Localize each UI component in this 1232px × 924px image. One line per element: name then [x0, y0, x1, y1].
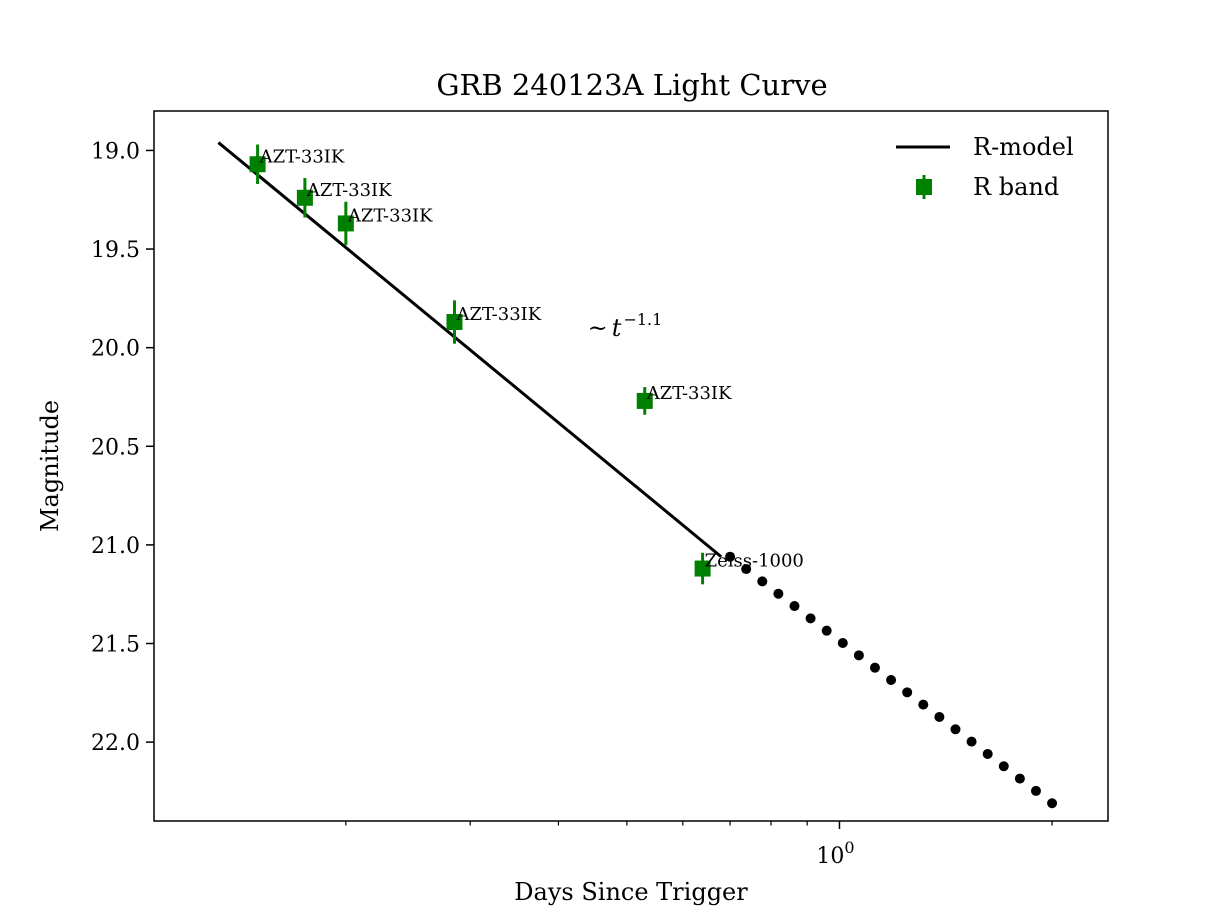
y-axis: 19.0 19.5 20.0 20.5 21.0 21.5 22.0 — [91, 139, 154, 756]
data-point — [636, 392, 653, 409]
model-line-layer — [217, 141, 723, 558]
y-tick-label: 21.0 — [91, 534, 140, 559]
legend: R-model R band — [896, 133, 1074, 201]
extrapolation-dot — [902, 687, 913, 698]
slope-annotation: ~ t −1.1 — [588, 310, 663, 342]
data-point — [249, 156, 266, 173]
data-point — [446, 314, 463, 331]
data-point — [694, 560, 711, 577]
extrapolation-dot — [773, 588, 784, 599]
extrapolation-dot — [1047, 798, 1058, 809]
x-tick-label: 100 — [816, 838, 854, 869]
data-point — [337, 215, 354, 232]
y-tick-label: 20.5 — [91, 435, 140, 460]
extrapolation-dot — [1014, 773, 1025, 784]
point-label: AZT-33IK — [455, 304, 541, 325]
plot-area: AZT-33IK AZT-33IK AZT-33IK AZT-33IK AZT-33IK… — [217, 141, 1058, 809]
extrapolation-dot — [950, 724, 961, 735]
point-label: AZT-33IK — [347, 205, 433, 226]
y-tick-label: 21.5 — [91, 633, 140, 658]
extrapolation-dot — [966, 736, 977, 747]
extrapolation-dot — [918, 699, 929, 710]
extrapolation-dot — [725, 551, 736, 562]
point-label: AZT-33IK — [306, 180, 392, 201]
extrapolation-dot — [821, 625, 832, 636]
extrapolation-dot — [741, 564, 752, 575]
chart-title: GRB 240123A Light Curve — [436, 68, 827, 102]
extrapolation-dot — [982, 748, 993, 759]
extrapolation-dot — [1030, 785, 1041, 796]
x-axis-label: Days Since Trigger — [514, 878, 748, 906]
extrapolation-dot — [805, 613, 816, 624]
legend-label: R-model — [973, 133, 1074, 161]
data-point — [296, 189, 313, 206]
x-axis: 100 — [345, 821, 1053, 869]
point-label: Zeiss-1000 — [705, 551, 804, 572]
data-points-layer — [249, 144, 711, 585]
legend-label: R band — [973, 173, 1059, 201]
plot-frame — [153, 110, 1109, 822]
model-line — [217, 141, 723, 558]
y-tick-label: 20.0 — [91, 337, 140, 362]
y-tick-label: 22.0 — [91, 731, 140, 756]
legend-marker-swatch — [916, 179, 932, 195]
extrapolation-dot — [998, 761, 1009, 772]
extrapolation-dot — [757, 576, 768, 587]
point-labels-layer: AZT-33IK AZT-33IK AZT-33IK AZT-33IK AZT-33IK… — [259, 146, 804, 571]
y-tick-label: 19.0 — [91, 139, 140, 164]
y-tick-label: 19.5 — [91, 238, 140, 263]
extrapolation-dot — [789, 601, 800, 612]
point-label: AZT-33IK — [646, 383, 732, 404]
y-axis-label: Magnitude — [36, 400, 64, 532]
extrapolation-dot — [886, 674, 897, 685]
extrapolation-dot — [869, 662, 880, 673]
extrapolation-dot — [853, 650, 864, 661]
extrapolation-dot — [934, 711, 945, 722]
extrapolation-dot — [837, 638, 848, 649]
extrapolation-dots — [725, 551, 1058, 809]
point-label: AZT-33IK — [259, 146, 345, 167]
